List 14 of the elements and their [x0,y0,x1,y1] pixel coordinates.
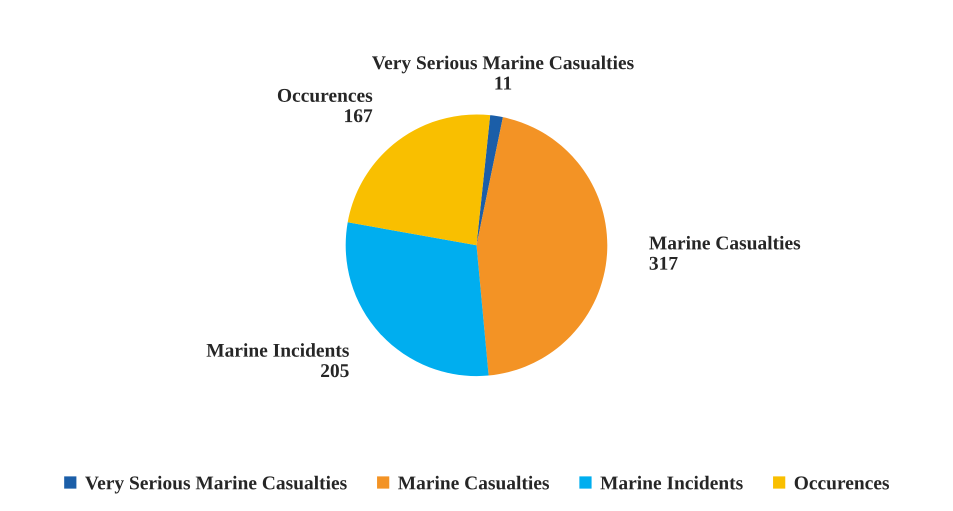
data-label: 167 [345,109,372,122]
slice-label: Very Serious Marine Casualties [372,56,634,74]
data-label: 317 [650,256,678,270]
pie-slice [476,117,608,376]
legend-label: Marine Casualties [398,476,550,490]
pie-slice [476,115,503,246]
slice-label: Marine Casualties [649,236,800,250]
data-label: 11 [495,76,512,90]
legend-label: Marine Incidents [600,476,743,490]
legend-label: Occurences [794,476,890,490]
slice-label: Occurences [278,88,372,102]
slice-label: Marine Incidents [206,343,349,357]
legend-label: Very Serious Marine Casualties [85,476,347,494]
data-label: 205 [321,364,349,378]
